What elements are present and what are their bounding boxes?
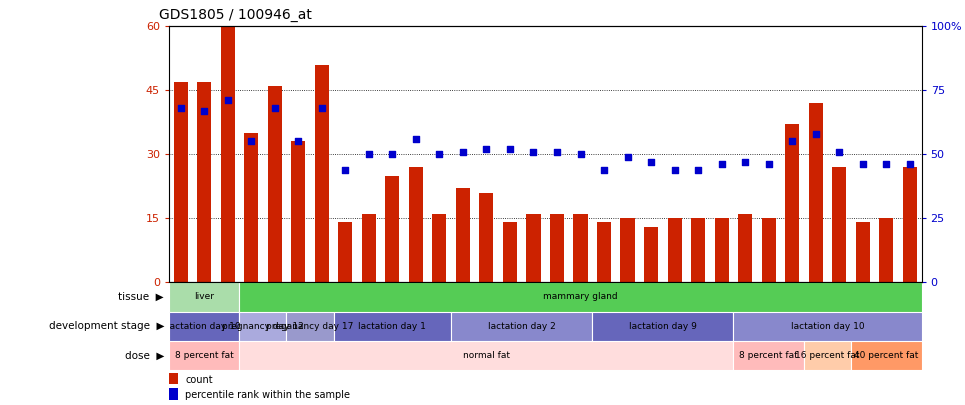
Point xyxy=(667,166,682,173)
Bar xyxy=(169,373,178,384)
Point xyxy=(573,151,589,158)
Bar xyxy=(480,192,493,282)
Point xyxy=(361,151,376,158)
Bar xyxy=(169,388,178,400)
Point xyxy=(220,97,235,104)
Bar xyxy=(804,341,851,371)
Bar xyxy=(291,141,305,282)
Point xyxy=(455,148,471,155)
Point xyxy=(620,153,635,160)
Text: pregnancy day 12: pregnancy day 12 xyxy=(222,322,304,331)
Point xyxy=(385,151,400,158)
Bar xyxy=(362,214,376,282)
Point xyxy=(431,151,447,158)
Bar xyxy=(338,222,352,282)
Text: development stage  ▶: development stage ▶ xyxy=(48,321,164,331)
Bar xyxy=(334,311,452,341)
Text: lactation day 10: lactation day 10 xyxy=(790,322,865,331)
Bar xyxy=(197,82,211,282)
Bar xyxy=(244,133,259,282)
Point xyxy=(878,161,894,168)
Text: normal fat: normal fat xyxy=(463,351,510,360)
Bar xyxy=(902,167,917,282)
Bar xyxy=(786,124,799,282)
Bar xyxy=(668,218,681,282)
Bar xyxy=(851,341,922,371)
Point xyxy=(267,105,283,111)
Bar xyxy=(267,86,282,282)
Text: preganancy day 17: preganancy day 17 xyxy=(266,322,354,331)
Bar xyxy=(761,218,776,282)
Text: dose  ▶: dose ▶ xyxy=(124,351,164,361)
Point xyxy=(902,161,918,168)
Point xyxy=(808,130,823,137)
Text: 40 percent fat: 40 percent fat xyxy=(854,351,919,360)
Point xyxy=(785,138,800,145)
Point xyxy=(502,146,517,152)
Point xyxy=(549,148,565,155)
Text: lactation day 2: lactation day 2 xyxy=(488,322,556,331)
Text: 8 percent fat: 8 percent fat xyxy=(739,351,798,360)
Bar xyxy=(809,103,823,282)
Bar xyxy=(644,227,658,282)
Text: GDS1805 / 100946_at: GDS1805 / 100946_at xyxy=(159,8,312,22)
Text: lactation day 1: lactation day 1 xyxy=(358,322,427,331)
Bar xyxy=(169,282,239,311)
Point xyxy=(479,146,494,152)
Text: tissue  ▶: tissue ▶ xyxy=(119,292,164,302)
Bar xyxy=(452,311,593,341)
Bar xyxy=(174,82,187,282)
Point xyxy=(596,166,612,173)
Text: 8 percent fat: 8 percent fat xyxy=(175,351,234,360)
Point xyxy=(408,136,424,142)
Text: 16 percent fat: 16 percent fat xyxy=(795,351,860,360)
Bar xyxy=(315,65,329,282)
Bar xyxy=(287,311,334,341)
Point xyxy=(690,166,705,173)
Bar xyxy=(733,311,922,341)
Bar xyxy=(691,218,705,282)
Bar xyxy=(239,311,287,341)
Bar xyxy=(856,222,869,282)
Point xyxy=(644,159,659,165)
Text: liver: liver xyxy=(194,292,214,301)
Point xyxy=(338,166,353,173)
Bar xyxy=(527,214,540,282)
Bar xyxy=(503,222,517,282)
Text: count: count xyxy=(185,375,213,384)
Bar xyxy=(221,26,234,282)
Text: lactation day 9: lactation day 9 xyxy=(629,322,697,331)
Text: percentile rank within the sample: percentile rank within the sample xyxy=(185,390,350,400)
Bar xyxy=(409,167,423,282)
Point xyxy=(290,138,306,145)
Bar xyxy=(550,214,564,282)
Point xyxy=(243,138,259,145)
Point xyxy=(197,107,212,114)
Bar xyxy=(169,311,239,341)
Bar xyxy=(879,218,894,282)
Bar xyxy=(597,222,611,282)
Bar xyxy=(573,214,588,282)
Bar xyxy=(714,218,729,282)
Bar xyxy=(832,167,846,282)
Point xyxy=(855,161,870,168)
Point xyxy=(761,161,777,168)
Bar xyxy=(455,188,470,282)
Text: mammary gland: mammary gland xyxy=(543,292,618,301)
Bar xyxy=(169,341,239,371)
Bar xyxy=(239,341,733,371)
Bar xyxy=(738,214,753,282)
Point xyxy=(737,159,753,165)
Point xyxy=(714,161,730,168)
Bar xyxy=(432,214,447,282)
Bar xyxy=(593,311,733,341)
Point xyxy=(314,105,329,111)
Text: lactation day 10: lactation day 10 xyxy=(167,322,241,331)
Bar xyxy=(733,341,804,371)
Bar xyxy=(620,218,635,282)
Bar xyxy=(385,175,400,282)
Point xyxy=(173,105,188,111)
Point xyxy=(526,148,541,155)
Point xyxy=(832,148,847,155)
